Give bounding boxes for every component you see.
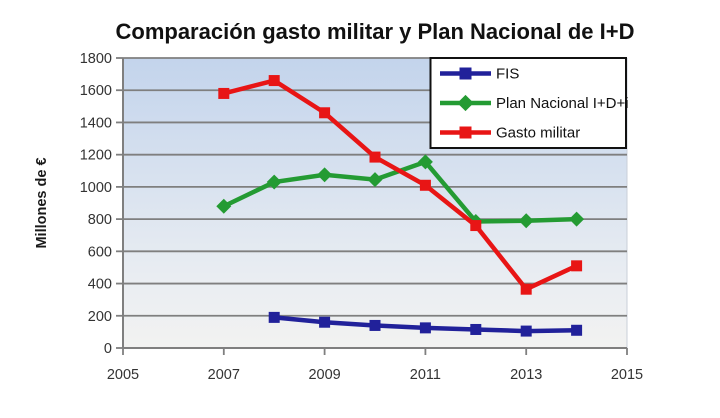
y-tick-label: 0 <box>104 341 112 357</box>
legend-item: FIS <box>440 66 519 83</box>
data-point-marker <box>369 319 381 331</box>
data-point-marker <box>569 211 585 227</box>
legend-label: Plan Nacional I+D+i <box>496 95 629 112</box>
x-tick-label: 2013 <box>510 367 542 383</box>
data-point-marker <box>268 75 280 87</box>
data-point-marker <box>367 172 383 188</box>
y-tick-label: 1400 <box>80 115 112 131</box>
x-tick-label: 2009 <box>308 367 340 383</box>
y-tick-label: 400 <box>88 277 112 293</box>
y-tick-label: 1200 <box>80 148 112 164</box>
y-tick-label: 600 <box>88 244 112 260</box>
data-point-marker <box>317 167 333 183</box>
x-tick-label: 2015 <box>611 367 643 383</box>
data-point-marker <box>417 154 433 170</box>
y-axis-label: Millones de € <box>34 157 50 248</box>
legend-item: Gasto militar <box>440 125 580 142</box>
data-point-marker <box>520 325 532 337</box>
data-point-marker <box>419 322 431 334</box>
y-tick-label: 200 <box>88 309 112 325</box>
legend-item: Plan Nacional I+D+i <box>440 94 629 112</box>
data-point-marker <box>459 67 472 80</box>
data-point-marker <box>369 151 381 163</box>
legend: FIS Plan Nacional I+D+i Gasto militar <box>429 57 629 149</box>
data-point-marker <box>457 94 474 112</box>
data-point-marker <box>319 107 331 119</box>
data-point-marker <box>571 260 583 272</box>
data-point-marker <box>419 179 431 191</box>
chart-title: Comparación gasto militar y Plan Naciona… <box>116 19 635 44</box>
data-point-marker <box>520 283 532 295</box>
data-point-marker <box>319 316 331 328</box>
x-tick-label: 2011 <box>410 367 441 383</box>
x-tick-label: 2005 <box>107 367 139 383</box>
series-gasto-militar <box>218 75 583 295</box>
legend-label: Gasto militar <box>496 125 580 142</box>
y-tick-label: 1800 <box>80 51 112 67</box>
y-tick-label: 1000 <box>80 180 112 196</box>
data-point-marker <box>268 311 280 323</box>
plot-layers: 0 200 400 600 800 1000 1200 1400 1600 1800 2005 200… <box>80 51 643 383</box>
y-tick-label: 800 <box>88 212 112 228</box>
data-point-marker <box>470 323 482 335</box>
data-point-marker <box>266 174 282 190</box>
data-point-marker <box>571 324 583 336</box>
data-point-marker <box>459 126 472 139</box>
data-point-marker <box>470 220 482 232</box>
series-line <box>223 78 578 292</box>
data-point-marker <box>218 87 230 99</box>
data-point-marker <box>518 213 534 229</box>
y-tick-label: 1600 <box>80 83 112 99</box>
data-point-marker <box>216 198 232 214</box>
x-tick-label: 2007 <box>208 367 240 383</box>
series-fis <box>268 311 583 337</box>
legend-label: FIS <box>496 66 519 83</box>
